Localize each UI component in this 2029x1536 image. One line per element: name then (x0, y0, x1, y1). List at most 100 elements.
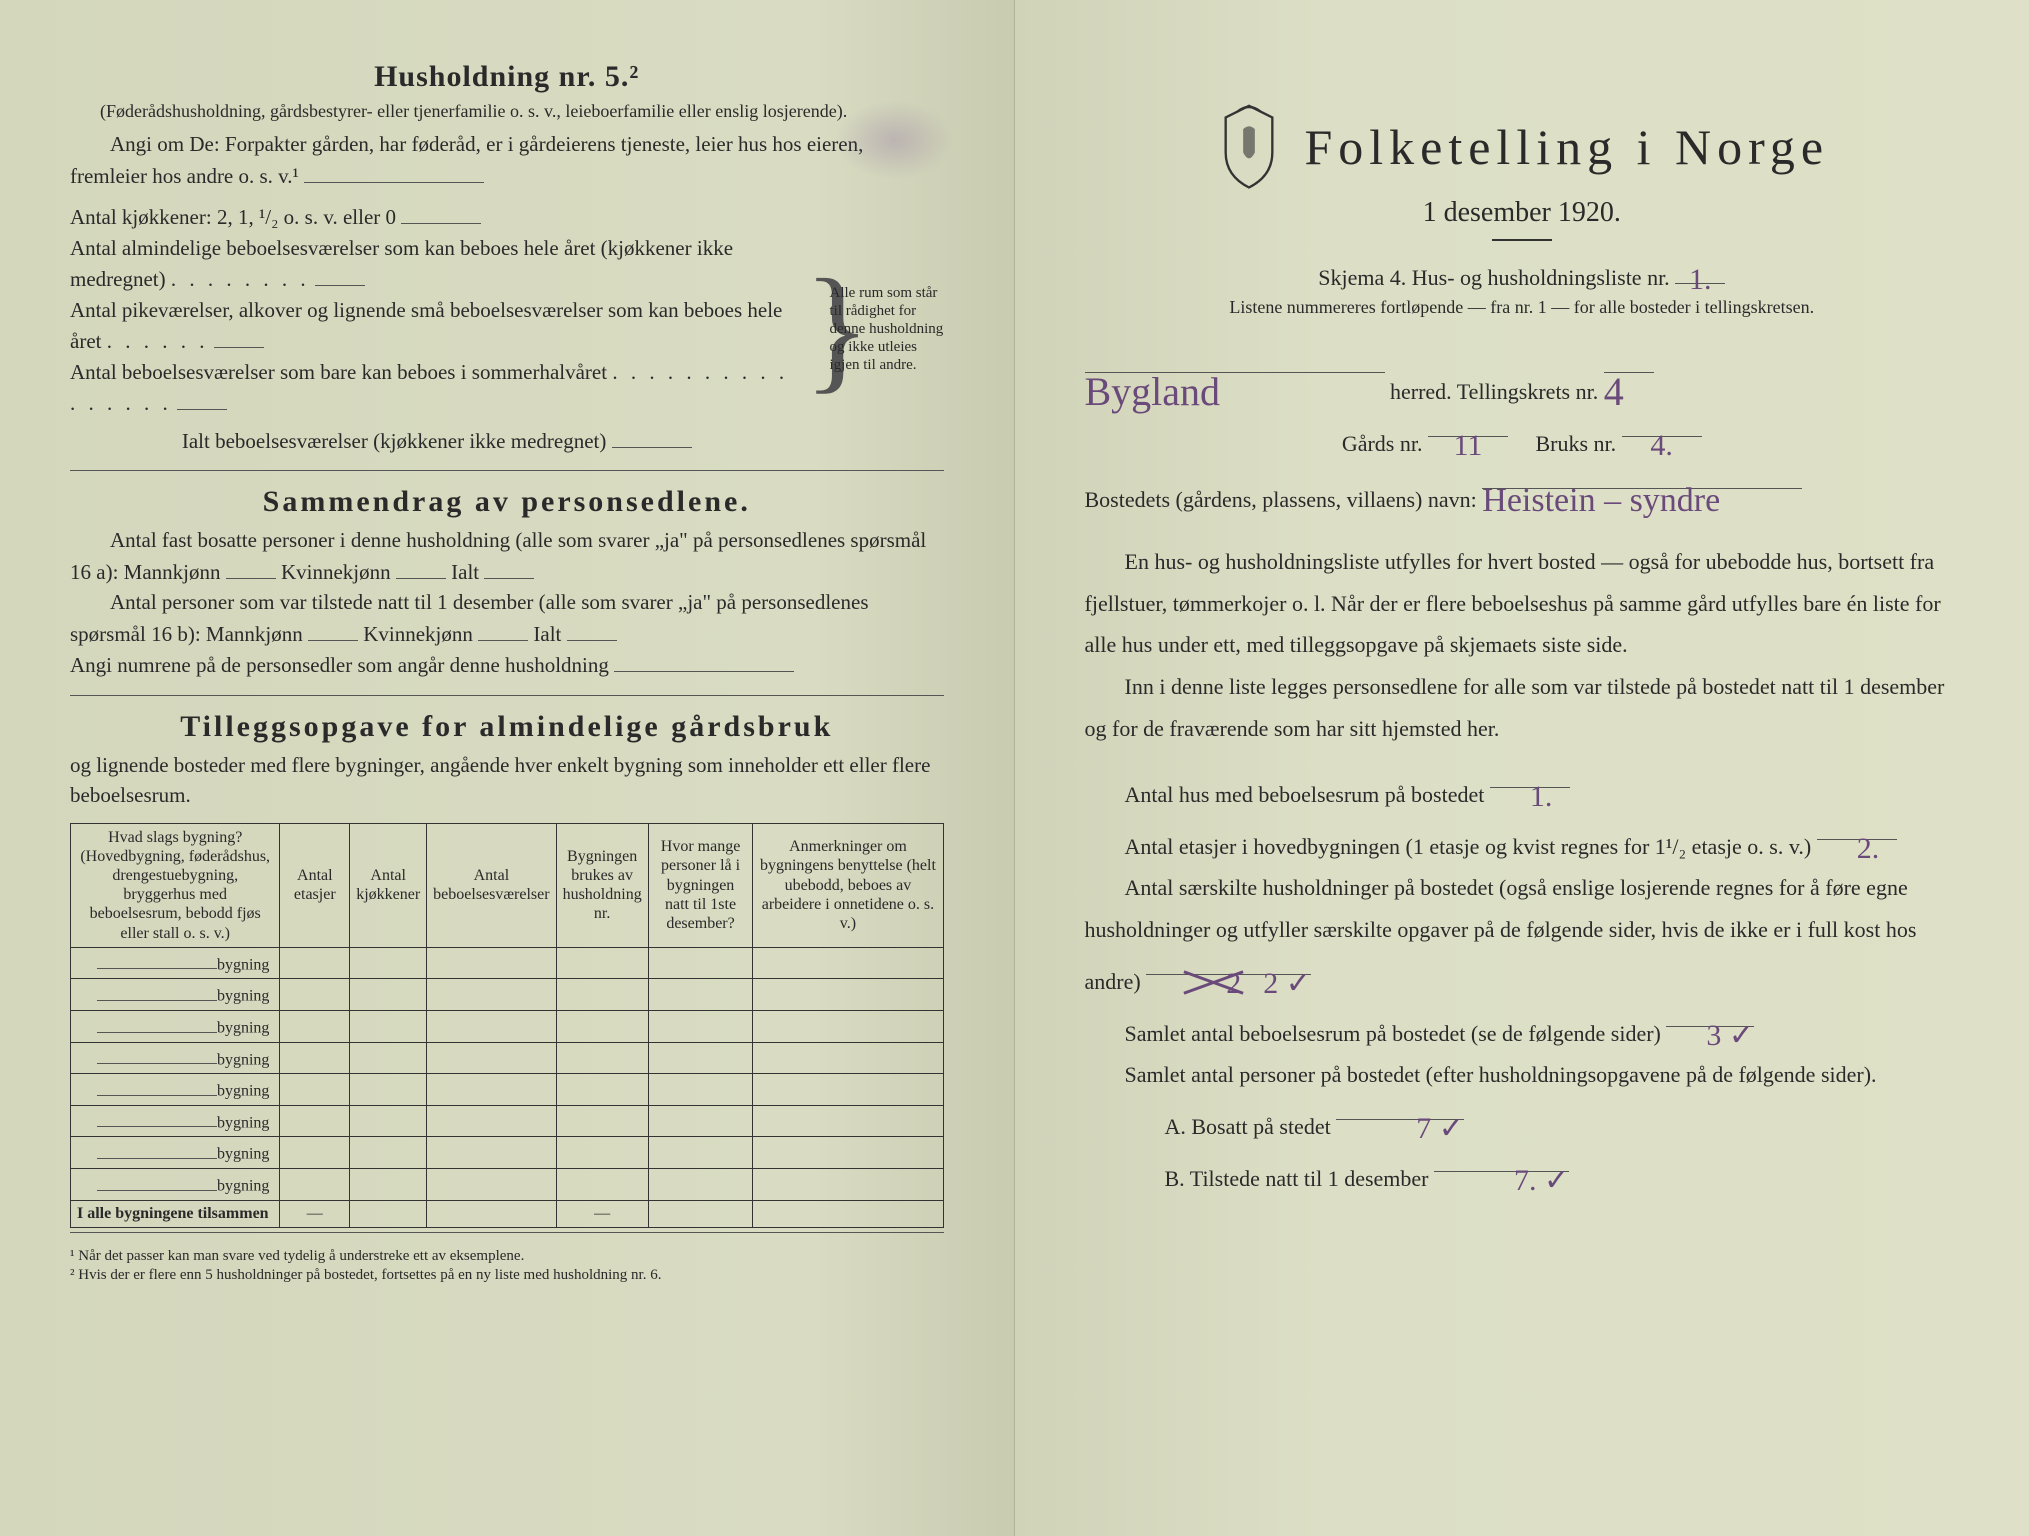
empty-cell (753, 979, 943, 1011)
table-row: bygning (71, 1105, 944, 1137)
th-0: Hvad slags bygning? (Hovedbygning, føder… (71, 823, 280, 947)
total-cell (753, 1200, 943, 1227)
th-2: Antal kjøkkener (350, 823, 427, 947)
left-page: Husholdning nr. 5.² (Føderådshusholdning… (0, 0, 1015, 1536)
bosted-line: Bostedets (gårdens, plassens, villaens) … (1085, 465, 1960, 521)
empty-cell (350, 1074, 427, 1106)
fill-blank (567, 618, 617, 641)
gards-line: Gårds nr. 11 Bruks nr. 4. (1085, 413, 1960, 465)
herred-value: Bygland (1085, 369, 1221, 414)
empty-cell (280, 1105, 350, 1137)
empty-cell (648, 1042, 753, 1074)
fill-blank (612, 425, 692, 448)
divider (70, 695, 944, 696)
bosted-label: Bostedets (gårdens, plassens, villaens) … (1085, 487, 1477, 512)
th-5: Hvor mange personer lå i bygningen natt … (648, 823, 753, 947)
empty-cell (350, 1105, 427, 1137)
total-cell (350, 1200, 427, 1227)
fill-blank (614, 649, 794, 672)
kvin-label: Kvinnekjønn (281, 560, 391, 584)
empty-cell (648, 947, 753, 979)
rooms-c-label: Antal beboelsesværelser som bare kan beb… (70, 360, 607, 384)
total-label: I alle bygningene tilsammen (71, 1200, 280, 1227)
empty-cell (427, 1168, 556, 1200)
empty-cell (753, 1168, 943, 1200)
row-label-cell: bygning (71, 1074, 280, 1106)
footnotes: ¹ Når det passer kan man svare ved tydel… (70, 1247, 944, 1286)
q-hus-field: 1. (1490, 764, 1570, 788)
krets-value: 4 (1604, 369, 1624, 414)
summary-line3: Angi numrene på de personsedler som angå… (70, 649, 944, 681)
q-etasjer-label: Antal etasjer i hovedbygningen (1 etasje… (1125, 834, 1812, 859)
empty-cell (556, 1168, 648, 1200)
fill-blank (304, 160, 484, 183)
row-label-cell: bygning (71, 1010, 280, 1042)
brace-note: Alle rum som står til rådighet for denne… (824, 201, 944, 456)
empty-cell (648, 1074, 753, 1106)
table-row: bygning (71, 1042, 944, 1074)
empty-cell (280, 1137, 350, 1169)
rooms-total-label: Ialt beboelsesværelser (kjøkkener ikke m… (182, 429, 607, 453)
rooms-brace-block: Antal kjøkkener: 2, 1, ¹/₂ o. s. v. elle… (70, 201, 944, 456)
coat-of-arms-icon (1214, 100, 1284, 193)
fill-blank (478, 618, 528, 641)
q-etasjer-value: 2. (1857, 832, 1880, 865)
empty-cell (350, 1168, 427, 1200)
rooms-a-line: Antal almindelige beboelsesværelser som … (70, 233, 804, 295)
empty-cell (556, 1010, 648, 1042)
bosted-value: Heistein – syndre (1482, 482, 1720, 519)
table-body: bygning bygning bygning bygning bygning … (71, 947, 944, 1200)
rooms-c-line: Antal beboelsesværelser som bare kan beb… (70, 357, 804, 419)
gards-label: Gårds nr. (1342, 431, 1423, 456)
empty-cell (350, 979, 427, 1011)
fill-blank (177, 387, 227, 410)
bruks-field: 4. (1622, 413, 1702, 437)
empty-cell (427, 1042, 556, 1074)
row-label-cell: bygning (71, 1168, 280, 1200)
empty-cell (556, 979, 648, 1011)
empty-cell (280, 1010, 350, 1042)
bruks-label: Bruks nr. (1535, 431, 1616, 456)
subtitle: 1 desember 1920. (1085, 197, 1960, 229)
skjema-line: Skjema 4. Hus- og husholdningsliste nr. … (1085, 259, 1960, 291)
th-3: Antal beboelsesværelser (427, 823, 556, 947)
q-a-line: A. Bosatt på stedet 7 ✓ (1085, 1096, 1960, 1148)
q-rum-value: 3 ✓ (1706, 1019, 1754, 1052)
gards-field: 11 (1428, 413, 1508, 437)
buildings-table: Hvad slags bygning? (Hovedbygning, føder… (70, 823, 944, 1228)
total-cell: — (556, 1200, 648, 1227)
dots: . . . . . . . . (171, 267, 310, 291)
row-label-cell: bygning (71, 1042, 280, 1074)
ialt-label-2: Ialt (533, 622, 561, 646)
q-hush-crossed: 2 (1186, 955, 1241, 1012)
table-row: bygning (71, 947, 944, 979)
table-row: bygning (71, 979, 944, 1011)
herred-label: herred. Tellingskrets nr. (1390, 379, 1598, 404)
row-label-cell: bygning (71, 1105, 280, 1137)
krets-field: 4 (1604, 348, 1654, 372)
list-note: Listene nummereres fortløpende — fra nr.… (1085, 297, 1960, 318)
empty-cell (648, 1168, 753, 1200)
empty-cell (648, 1137, 753, 1169)
q-b-field: 7. ✓ (1434, 1148, 1569, 1172)
fill-blank (226, 556, 276, 579)
brace-glyph: } (804, 201, 824, 456)
empty-cell (648, 1010, 753, 1042)
total-cell (427, 1200, 556, 1227)
summary-line2: Antal personer som var tilstede natt til… (70, 587, 944, 649)
empty-cell (753, 1042, 943, 1074)
fill-blank (396, 556, 446, 579)
divider (70, 1232, 944, 1233)
kvin-label-2: Kvinnekjønn (363, 622, 473, 646)
fill-blank (308, 618, 358, 641)
th-4: Bygningen brukes av husholdning nr. (556, 823, 648, 947)
q-etasjer-line: Antal etasjer i hovedbygningen (1 etasje… (1085, 816, 1960, 868)
table-row: bygning (71, 1168, 944, 1200)
herred-field: Bygland (1085, 348, 1385, 372)
q-a-label: A. Bosatt på stedet (1165, 1114, 1331, 1139)
angi-om-text: Angi om De: Forpakter gården, har føderå… (70, 129, 944, 191)
empty-cell (556, 947, 648, 979)
fill-blank (315, 263, 365, 286)
empty-cell (427, 947, 556, 979)
q-b-value: 7. ✓ (1514, 1164, 1569, 1197)
